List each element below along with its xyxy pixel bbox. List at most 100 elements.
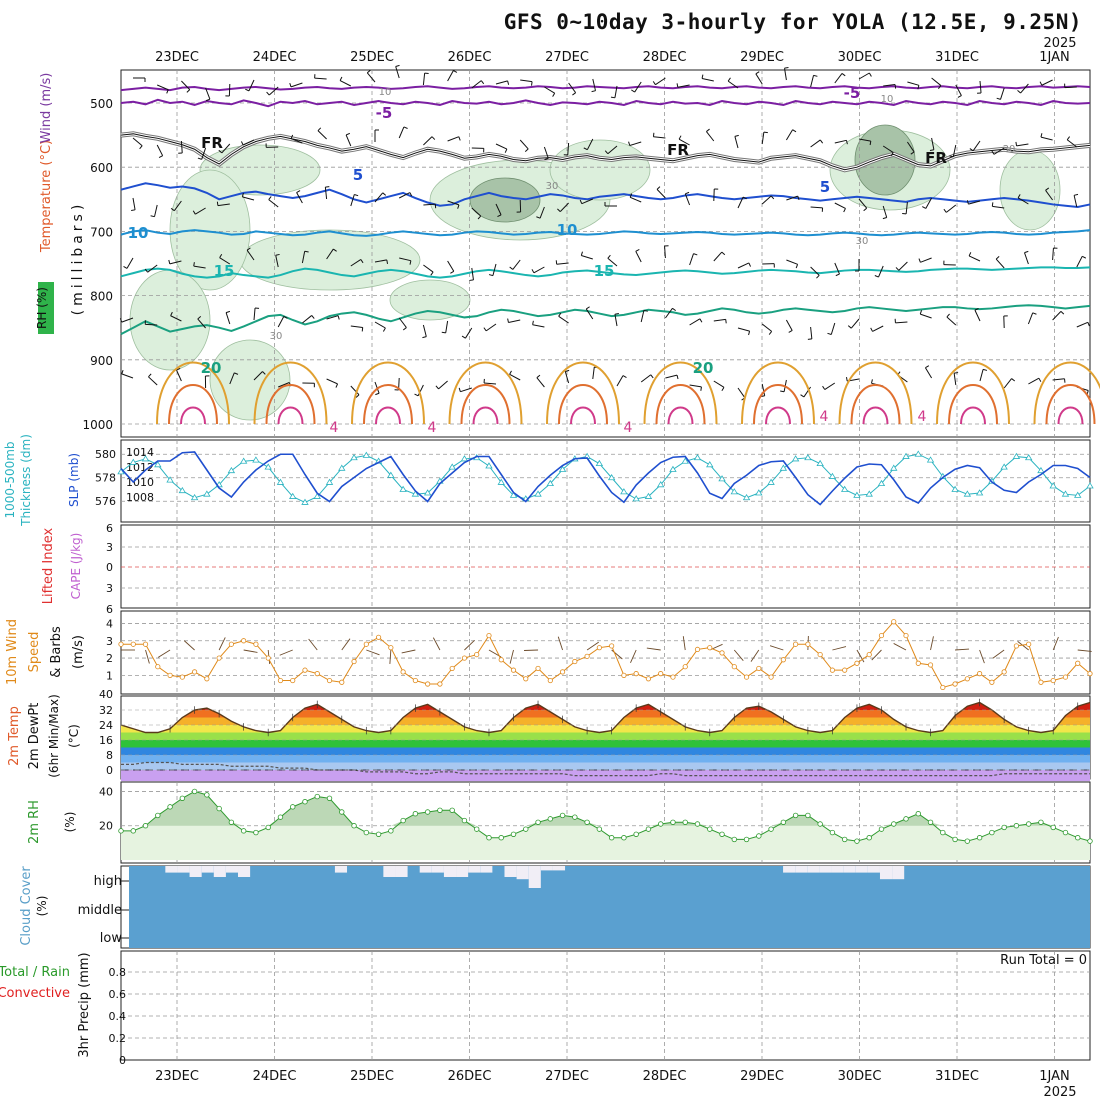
wind-speed-marker bbox=[560, 670, 564, 674]
isotherm-label: 20 bbox=[201, 359, 222, 377]
slp-tick-label: 1008 bbox=[126, 491, 154, 504]
temp-axis-label-1: 2m Temp bbox=[7, 706, 22, 766]
wind-barb-flag bbox=[122, 370, 123, 374]
diurnal-temperature-contour bbox=[766, 408, 790, 425]
wind-barb-flag bbox=[672, 308, 675, 310]
li-tick-label: 3 bbox=[106, 541, 113, 554]
wind-barb-flag bbox=[312, 315, 315, 318]
wind-barb bbox=[738, 388, 745, 398]
wind-barb bbox=[508, 320, 520, 322]
wind-speed-marker bbox=[818, 652, 822, 656]
diurnal-temperature-contour bbox=[571, 408, 595, 425]
wind-barb bbox=[593, 79, 596, 91]
cloud-gap bbox=[529, 866, 541, 888]
thickness-marker bbox=[449, 464, 455, 469]
wind-barb-flag bbox=[510, 267, 513, 269]
cloud-gap bbox=[335, 866, 347, 873]
wind-barb-flag bbox=[267, 92, 270, 95]
rh-marker bbox=[855, 839, 860, 844]
rh-marker bbox=[376, 832, 381, 837]
wind-barb-flag bbox=[269, 196, 271, 199]
cloud-gap bbox=[214, 866, 226, 877]
wind-barb bbox=[1024, 253, 1028, 264]
wind-barb bbox=[148, 377, 157, 385]
wind-barb-flag bbox=[864, 208, 867, 211]
wind-barb bbox=[932, 78, 941, 86]
cloud-gap bbox=[844, 866, 856, 873]
wind-speed-marker bbox=[781, 658, 785, 662]
wind-barb bbox=[714, 319, 726, 321]
wind-barb-flag bbox=[396, 65, 400, 66]
rh-marker bbox=[425, 810, 430, 815]
wind-barb-flag bbox=[722, 252, 725, 255]
wind-barb-flag bbox=[871, 328, 873, 332]
temp-color-band bbox=[121, 710, 1090, 718]
wind-barb bbox=[367, 73, 375, 82]
wind-barb-flag bbox=[1041, 133, 1042, 137]
isotherm-label: 10 bbox=[128, 224, 149, 242]
rh-marker bbox=[1026, 822, 1031, 827]
wind-barb-flag bbox=[969, 252, 971, 256]
wind-barb bbox=[738, 263, 749, 268]
temp-color-band bbox=[121, 755, 1090, 763]
rh-marker bbox=[315, 794, 320, 799]
wind-barb-flag bbox=[318, 128, 321, 131]
rh-marker bbox=[646, 827, 651, 832]
cape-axis-label: CAPE (J/kg) bbox=[69, 533, 83, 600]
rh-marker bbox=[757, 834, 762, 839]
rh-marker bbox=[658, 822, 663, 827]
rh-marker bbox=[781, 820, 786, 825]
cloud-gap bbox=[456, 866, 468, 877]
rh-marker bbox=[155, 813, 160, 818]
wind-barb bbox=[423, 265, 433, 272]
wind-barb-flag bbox=[846, 377, 847, 381]
bottom-date-label: 24DEC bbox=[253, 1069, 297, 1084]
rh-marker bbox=[683, 820, 688, 825]
wind-speed-marker bbox=[229, 642, 233, 646]
wind-barb bbox=[996, 259, 1004, 268]
wind-speed-marker bbox=[511, 668, 515, 672]
wind-barb bbox=[448, 261, 454, 271]
isotherm-label: 4 bbox=[330, 420, 339, 436]
wind-speed-marker bbox=[830, 668, 834, 672]
wind-barb bbox=[954, 373, 956, 385]
rh-marker bbox=[413, 811, 418, 816]
run-total-label: Run Total = 0 bbox=[1000, 953, 1087, 968]
wind-barb bbox=[786, 130, 792, 140]
wind-barb bbox=[873, 326, 884, 331]
wind-speed-marker bbox=[695, 647, 699, 651]
temp-axis-label-3: (6hr Min/Max) bbox=[47, 694, 61, 778]
wind-barb bbox=[920, 258, 931, 262]
wind-barb bbox=[636, 251, 641, 262]
wind-barb-flag bbox=[842, 73, 845, 75]
cloud-gap bbox=[432, 866, 444, 873]
rh-shade-blob bbox=[210, 340, 290, 420]
wind-barb-flag bbox=[1040, 82, 1042, 86]
wind-speed-marker bbox=[548, 678, 552, 682]
wind-barb-flag bbox=[657, 187, 660, 190]
wind-speed-marker bbox=[977, 671, 981, 675]
wind-barb-flag bbox=[735, 135, 739, 136]
wind-barb-flag bbox=[470, 280, 474, 281]
rh-marker bbox=[352, 823, 357, 828]
pressure-tick-label: 1000 bbox=[82, 418, 113, 432]
bottom-date-label: 29DEC bbox=[740, 1069, 784, 1084]
rh-marker bbox=[977, 835, 982, 840]
wind-barb-flag bbox=[431, 272, 433, 275]
surface-wind-barb bbox=[158, 650, 170, 657]
surface-wind-barb bbox=[832, 647, 846, 650]
wind-barb-flag bbox=[925, 366, 928, 368]
rh-marker bbox=[769, 827, 774, 832]
wind-barb bbox=[946, 205, 955, 212]
rh-marker bbox=[364, 830, 369, 835]
wind-barb bbox=[1042, 80, 1053, 85]
rh-marker bbox=[389, 829, 394, 834]
slp-tick-label: 1014 bbox=[126, 446, 154, 459]
rh-marker bbox=[1014, 823, 1019, 828]
wind-speed-axis-label-2: Speed bbox=[27, 632, 42, 673]
wind-barb-flag bbox=[954, 373, 958, 374]
wind-barb-flag bbox=[1061, 311, 1064, 314]
rh-marker bbox=[904, 817, 909, 822]
precip-axis-label: 3hr Precip (mm) bbox=[77, 952, 92, 1057]
